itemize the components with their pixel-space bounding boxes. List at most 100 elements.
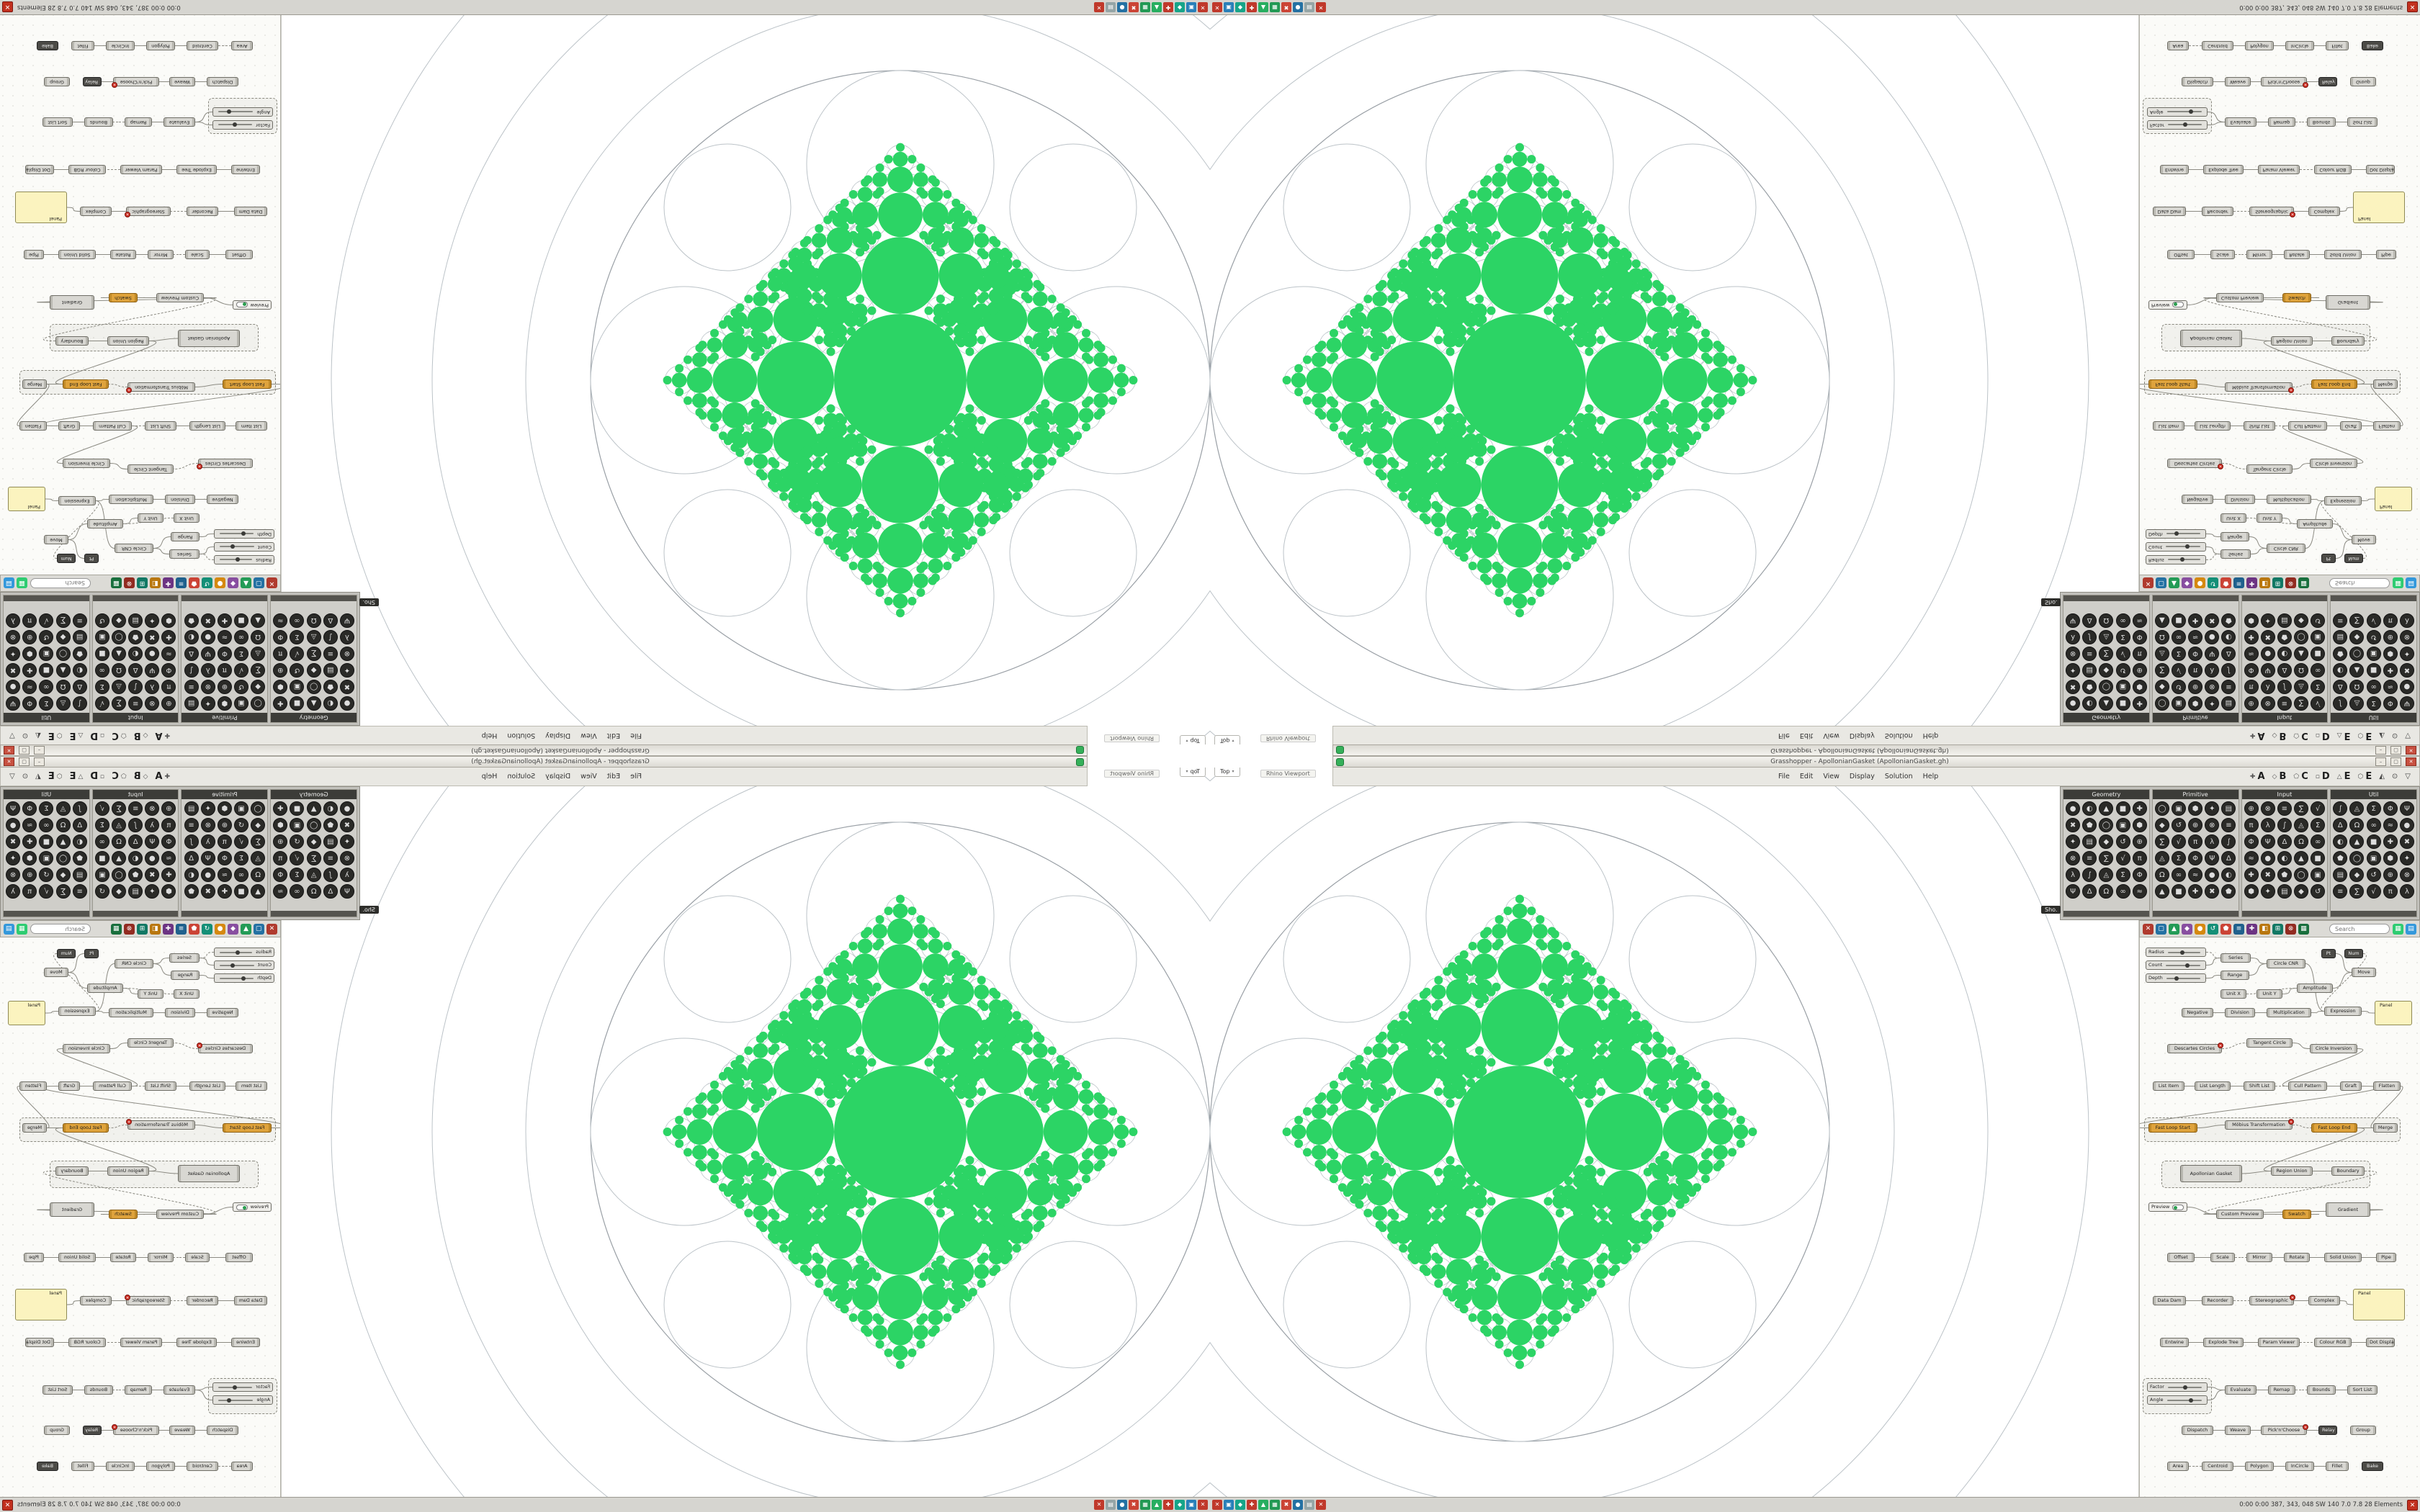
component-icon[interactable]: λ bbox=[2205, 663, 2220, 678]
component-icon[interactable]: ∫ bbox=[184, 834, 199, 849]
gh-node[interactable]: Graft bbox=[2340, 421, 2362, 431]
gh-node[interactable]: Move bbox=[44, 968, 68, 977]
gh-node[interactable]: Tangent Circle bbox=[127, 464, 174, 474]
component-tab[interactable]: ◇ B bbox=[134, 771, 148, 782]
component-icon[interactable]: ◬ bbox=[111, 680, 126, 694]
slider-track[interactable] bbox=[2166, 109, 2202, 114]
toolbar-icon[interactable]: ↺ bbox=[202, 923, 212, 935]
gh-node[interactable]: Param Viewer bbox=[120, 1338, 162, 1347]
component-icon[interactable]: Ψ bbox=[2399, 696, 2414, 711]
gh-node[interactable]: Factor bbox=[212, 120, 273, 130]
gh-node[interactable]: Circle Inversion bbox=[2310, 459, 2357, 468]
component-icon[interactable]: λ bbox=[200, 834, 215, 849]
toolbar-icon[interactable]: ▢ bbox=[2156, 923, 2166, 935]
component-icon[interactable]: Δ bbox=[128, 663, 143, 678]
toolbar-icon[interactable]: ✚ bbox=[2246, 577, 2257, 589]
show-more-tab[interactable]: Sho. bbox=[2041, 598, 2061, 606]
gh-node[interactable]: Move bbox=[2352, 968, 2376, 977]
gh-node[interactable]: Relay bbox=[83, 1426, 102, 1435]
component-icon[interactable]: ■ bbox=[2311, 647, 2326, 661]
component-icon[interactable]: ⬢ bbox=[2188, 696, 2203, 711]
gh-node[interactable]: Rotate bbox=[110, 1253, 136, 1262]
component-tab[interactable]: ▽ bbox=[2405, 732, 2411, 739]
component-icon[interactable]: π bbox=[2383, 613, 2398, 628]
component-icon[interactable]: ∑ bbox=[55, 613, 71, 628]
component-tab[interactable]: ⊙ bbox=[22, 732, 29, 739]
viewport-tab-top[interactable]: Top ▾ bbox=[1180, 768, 1206, 777]
component-icon[interactable]: ≡ bbox=[2082, 647, 2097, 661]
taskbar-icon[interactable]: ▦ bbox=[1270, 2, 1280, 12]
component-icon[interactable]: ▤ bbox=[128, 884, 143, 899]
component-icon[interactable]: ◯ bbox=[306, 818, 321, 832]
component-icon[interactable]: ≈ bbox=[2244, 647, 2259, 661]
component-icon[interactable]: Ω bbox=[306, 884, 321, 899]
gh-node[interactable]: Angle bbox=[2147, 107, 2208, 117]
component-icon[interactable]: ◐ bbox=[72, 834, 87, 849]
slider-track[interactable] bbox=[218, 1398, 254, 1403]
component-icon[interactable]: ◯ bbox=[251, 696, 266, 711]
component-icon[interactable]: ✦ bbox=[339, 834, 354, 849]
component-icon[interactable]: ↺ bbox=[94, 884, 109, 899]
component-icon[interactable]: Ψ bbox=[2205, 647, 2220, 661]
gh-node[interactable]: Mirror bbox=[2246, 1253, 2272, 1262]
component-icon[interactable]: ▤ bbox=[323, 663, 338, 678]
component-icon[interactable]: Ψ bbox=[339, 613, 354, 628]
component-icon[interactable]: Φ bbox=[161, 663, 176, 678]
component-icon[interactable]: ✚ bbox=[273, 696, 288, 711]
slider-track[interactable] bbox=[2167, 1385, 2202, 1390]
menu-item-solution[interactable]: Solution bbox=[1884, 773, 1913, 780]
component-icon[interactable]: ∞ bbox=[94, 834, 109, 849]
component-icon[interactable]: Φ bbox=[2244, 834, 2259, 849]
gh-node[interactable]: Fast Loop End bbox=[2311, 379, 2357, 389]
gh-node[interactable]: List Length bbox=[189, 1081, 225, 1091]
gh-node[interactable]: Pick'n'Choose ✕ bbox=[2261, 1424, 2308, 1435]
component-icon[interactable]: ▲ bbox=[2349, 663, 2365, 678]
component-icon[interactable]: ◆ bbox=[251, 818, 266, 832]
slider-track[interactable] bbox=[218, 1385, 253, 1390]
gh-node[interactable]: Amplitude bbox=[87, 984, 123, 993]
component-icon[interactable]: ◬ bbox=[55, 696, 71, 711]
component-icon[interactable]: ◐ bbox=[2333, 663, 2348, 678]
component-icon[interactable]: ⬟ bbox=[323, 818, 338, 832]
component-icon[interactable]: ∑ bbox=[2349, 884, 2365, 899]
toggle-switch[interactable] bbox=[2172, 1204, 2184, 1210]
component-icon[interactable]: ▣ bbox=[39, 647, 54, 661]
gh-node[interactable]: List Item bbox=[236, 1081, 267, 1091]
component-icon[interactable]: ⊗ bbox=[6, 630, 21, 644]
component-icon[interactable]: Φ bbox=[2383, 801, 2398, 816]
gh-node[interactable]: Pipe bbox=[24, 1253, 44, 1262]
gh-node[interactable]: Pipe bbox=[2376, 1253, 2396, 1262]
gh-node[interactable]: Multiplication bbox=[109, 1008, 153, 1017]
gh-node[interactable]: Angle bbox=[212, 1395, 273, 1405]
taskbar-icon[interactable]: ✖ bbox=[1281, 1500, 1291, 1510]
toolbar-icon[interactable]: ▦ bbox=[111, 577, 122, 589]
component-icon[interactable]: ▤ bbox=[2082, 834, 2097, 849]
gh-node[interactable]: Data Dam bbox=[2153, 1296, 2186, 1305]
gh-node[interactable]: Graft bbox=[2340, 1081, 2362, 1091]
gh-node[interactable]: List Length bbox=[189, 421, 225, 431]
component-icon[interactable]: ↺ bbox=[2366, 868, 2381, 882]
component-icon[interactable]: ◆ bbox=[2349, 630, 2365, 644]
toolbar-icon[interactable]: ≡ bbox=[2233, 923, 2244, 935]
component-icon[interactable]: ✦ bbox=[2205, 696, 2220, 711]
component-icon[interactable]: ▣ bbox=[290, 818, 305, 832]
gh-node[interactable]: Dot Display bbox=[25, 1338, 54, 1347]
gh-node[interactable]: Bake bbox=[2362, 1462, 2383, 1471]
component-icon[interactable]: ✚ bbox=[2244, 630, 2259, 644]
gh-node[interactable]: Negative bbox=[2182, 495, 2213, 504]
taskbar-icon[interactable]: ▲ bbox=[1258, 1500, 1268, 1510]
component-icon[interactable]: ◯ bbox=[111, 868, 126, 882]
component-icon[interactable]: Ψ bbox=[2066, 884, 2081, 899]
taskbar-icon[interactable]: ▣ bbox=[1224, 1500, 1234, 1510]
component-icon[interactable]: ✖ bbox=[2066, 680, 2081, 694]
gh-node[interactable]: Colour RGB bbox=[2314, 1338, 2352, 1347]
taskbar-icon[interactable]: ▣ bbox=[1186, 1500, 1196, 1510]
gh-node[interactable]: Factor bbox=[2147, 1382, 2208, 1392]
gh-node[interactable]: List Item bbox=[236, 421, 267, 431]
component-tab[interactable]: ⬡ E bbox=[2357, 771, 2372, 782]
component-icon[interactable]: ⬢ bbox=[2383, 647, 2398, 661]
gh-node[interactable]: Centroid bbox=[187, 41, 218, 50]
component-icon[interactable]: Φ bbox=[2188, 647, 2203, 661]
gh-node[interactable]: Fast Loop Start bbox=[2148, 1123, 2197, 1133]
component-icon[interactable]: ∫ bbox=[128, 818, 143, 832]
